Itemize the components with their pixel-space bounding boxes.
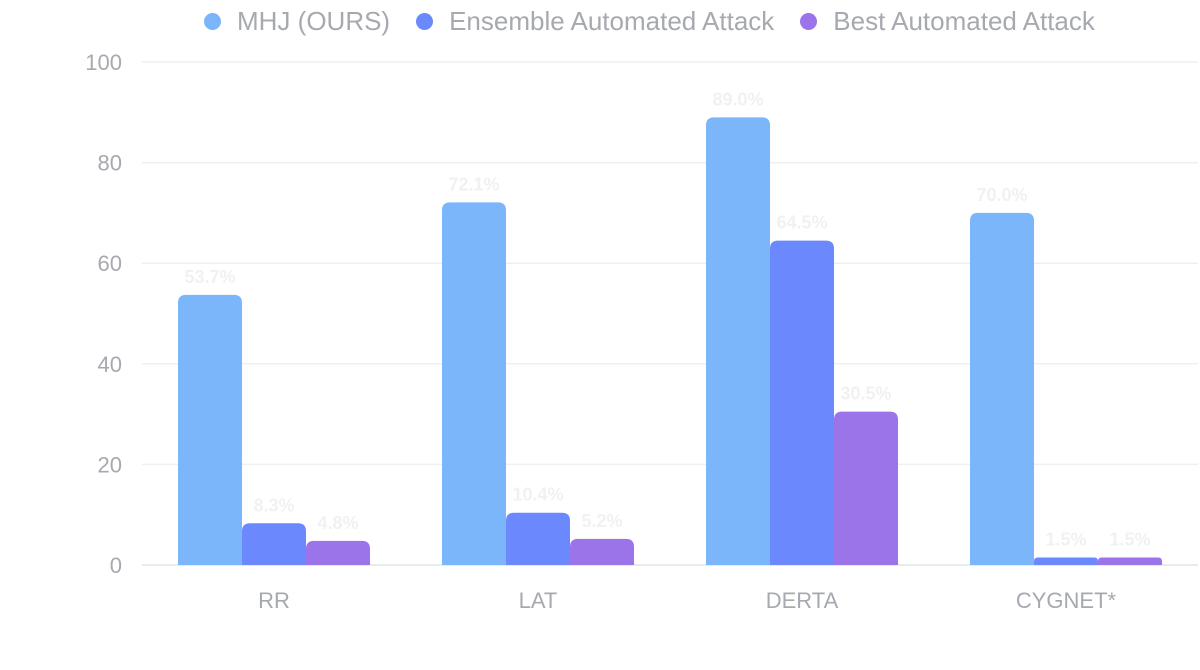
bar	[970, 212, 1034, 565]
bar-value-label: 4.8%	[317, 513, 358, 533]
bar-value-label: 64.5%	[776, 213, 827, 233]
bar	[706, 117, 770, 565]
bar-value-label: 53.7%	[184, 267, 235, 287]
bar-value-label: 72.1%	[448, 174, 499, 194]
bar-value-label: 1.5%	[1109, 529, 1150, 549]
bar	[506, 512, 570, 565]
y-tick-label: 0	[110, 553, 122, 578]
bar-value-label: 70.0%	[976, 185, 1027, 205]
bar-value-label: 30.5%	[840, 384, 891, 404]
bar	[242, 523, 306, 565]
legend-marker-ensemble	[416, 12, 434, 30]
bar-value-label: 89.0%	[712, 89, 763, 109]
legend-item-best[interactable]: Best Automated Attack	[800, 6, 1095, 37]
bar-value-label: 1.5%	[1045, 529, 1086, 549]
legend-item-mhj[interactable]: MHJ (OURS)	[204, 6, 390, 37]
y-tick-label: 60	[98, 251, 122, 276]
bar-value-label: 10.4%	[512, 485, 563, 505]
legend-item-ensemble[interactable]: Ensemble Automated Attack	[416, 6, 774, 37]
x-tick-label: LAT	[519, 588, 558, 613]
legend-marker-mhj	[204, 12, 221, 30]
bar	[1098, 557, 1162, 565]
x-tick-label: RR	[258, 588, 290, 613]
bar	[306, 540, 370, 565]
bar	[1034, 557, 1098, 565]
y-tick-label: 40	[98, 352, 122, 377]
bar	[770, 240, 834, 565]
y-tick-label: 20	[98, 452, 122, 477]
bar	[570, 538, 634, 565]
bar-value-label: 5.2%	[581, 511, 622, 531]
chart-legend: MHJ (OURS) Ensemble Automated Attack Bes…	[204, 4, 1121, 38]
bar	[178, 294, 242, 565]
y-tick-label: 80	[98, 151, 122, 176]
legend-label-best: Best Automated Attack	[833, 5, 1095, 36]
bar-value-label: 8.3%	[253, 495, 294, 515]
y-tick-label: 100	[85, 50, 122, 75]
bar	[834, 411, 898, 565]
bar	[442, 202, 506, 565]
x-tick-label: CYGNET*	[1016, 588, 1117, 613]
x-tick-label: DERTA	[766, 588, 839, 613]
legend-label-ensemble: Ensemble Automated Attack	[449, 5, 775, 36]
legend-marker-best	[800, 12, 818, 30]
legend-label-mhj: MHJ (OURS)	[237, 5, 391, 36]
